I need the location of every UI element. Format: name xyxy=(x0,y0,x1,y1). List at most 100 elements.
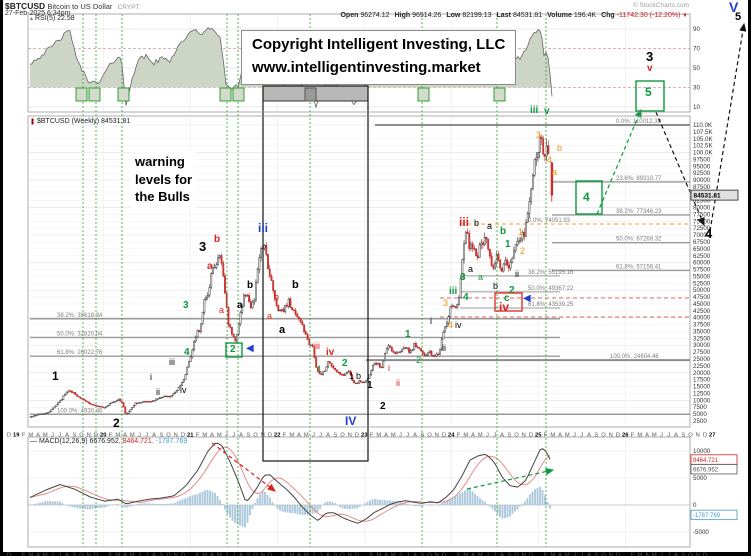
price-axis-label: 82500 xyxy=(693,198,711,205)
chart-rect xyxy=(390,346,393,352)
chart-rect xyxy=(268,268,271,277)
price-axis-label: 62500 xyxy=(693,253,711,260)
hist-bar xyxy=(381,499,384,505)
hist-bar xyxy=(509,505,511,517)
time-axis-label: M xyxy=(463,553,468,556)
chart-rect xyxy=(155,398,158,401)
hist-bar xyxy=(131,505,134,506)
hist-bar xyxy=(481,500,484,505)
chart-rect xyxy=(67,390,70,393)
candles xyxy=(29,133,554,418)
hist-bar xyxy=(184,498,186,505)
hist-bar xyxy=(294,505,296,514)
hist-bar xyxy=(396,501,399,505)
time-axis-label: 27 xyxy=(709,433,715,439)
chart-rect xyxy=(397,351,400,354)
quote-value: 96514.26 xyxy=(412,12,442,19)
time-axis-label: 24 xyxy=(448,553,455,556)
time-axis-label: N xyxy=(87,433,91,439)
time-axis-label: A xyxy=(674,553,678,556)
time-axis-label: 26 xyxy=(622,433,629,439)
price-axis-label: 97500 xyxy=(693,156,711,163)
time-axis-label: M xyxy=(202,433,207,439)
chart-rect xyxy=(416,346,419,349)
hist-bar xyxy=(169,503,171,505)
price-axis-label: 87500 xyxy=(693,184,711,191)
chart-rect xyxy=(526,213,529,223)
fib-label: 50.0%: 32820.04 xyxy=(57,331,103,337)
chart-rect xyxy=(425,354,428,356)
chart-rect xyxy=(482,242,484,245)
hist-bar xyxy=(441,502,444,505)
time-axis-label: M xyxy=(463,433,468,439)
chart-rect xyxy=(327,361,330,368)
time-axis-label: J xyxy=(312,433,315,439)
hist-bar xyxy=(201,491,204,505)
time-axis-label: N xyxy=(522,433,526,439)
hist-bar xyxy=(91,505,94,509)
chart-rect xyxy=(212,267,214,274)
fib-label: 61.8%: 26022.76 xyxy=(57,350,103,356)
chart-rect xyxy=(122,402,125,408)
chart-rect xyxy=(275,298,278,306)
quote-label: High xyxy=(394,12,411,19)
time-axis-label: O xyxy=(601,553,606,556)
time-axis-label: J xyxy=(138,433,141,439)
chart-rect xyxy=(198,330,201,332)
price-axis-label: 5000 xyxy=(693,411,707,418)
hist-bar xyxy=(314,505,316,513)
chart-rect xyxy=(511,257,514,263)
chart-rect xyxy=(108,402,111,406)
warning-marker-box xyxy=(219,87,232,102)
time-axis-label: A xyxy=(123,433,127,439)
indicator-icon: ▴ xyxy=(30,16,34,22)
time-axis-label: M xyxy=(115,553,120,556)
hist-bar xyxy=(504,505,506,519)
hist-bar xyxy=(311,505,314,514)
price-axis-label: 90000 xyxy=(693,177,711,184)
hist-bar xyxy=(534,489,536,505)
hist-bar xyxy=(94,505,96,509)
chart-rect xyxy=(361,381,364,384)
time-axis-label: M xyxy=(28,433,33,439)
chart-rect xyxy=(210,273,213,288)
time-axis-label: D xyxy=(442,433,446,439)
hist-bar xyxy=(56,501,59,505)
macd-label-value: , 8464.721 xyxy=(118,438,152,445)
chart-rect xyxy=(335,369,338,373)
chart-rect xyxy=(415,342,417,348)
hist-bar xyxy=(176,501,179,505)
time-axis-label: O xyxy=(340,433,345,439)
chart-rect xyxy=(222,262,225,277)
chart-rect xyxy=(234,336,237,342)
hist-bar xyxy=(459,493,461,505)
chart-title: $BTCUSD Bitcoin to US Dollar CRYPT xyxy=(5,1,140,11)
chart-rect xyxy=(249,301,252,309)
chart-rect xyxy=(71,390,73,393)
hist-bar xyxy=(121,505,124,507)
time-axis-label: J xyxy=(667,553,670,556)
chart-rect xyxy=(480,242,483,246)
chart-rect xyxy=(117,398,120,401)
hist-bar xyxy=(216,495,219,505)
chart-rect xyxy=(83,398,85,401)
chart-rect xyxy=(208,287,211,296)
time-axis-label: N xyxy=(348,433,352,439)
chart-rect xyxy=(84,399,87,402)
hist-bar xyxy=(309,505,311,515)
time-axis-label: D xyxy=(442,553,446,556)
fib-label: 100.0%: 4930.46 xyxy=(57,408,103,414)
target-box xyxy=(575,180,603,215)
price-axis-label: 30000 xyxy=(693,342,711,349)
hist-bar xyxy=(369,500,371,505)
chart-rect xyxy=(516,241,519,245)
hist-bar xyxy=(214,492,216,505)
hist-bar xyxy=(211,491,214,505)
time-axis-label: F xyxy=(544,553,548,556)
time-axis-label: O xyxy=(253,433,258,439)
chart-rect xyxy=(158,397,161,399)
rsi-axis-label: 70 xyxy=(693,46,700,53)
hist-bar xyxy=(334,503,336,505)
hist-bar xyxy=(144,503,146,505)
chart-rect xyxy=(409,350,412,353)
